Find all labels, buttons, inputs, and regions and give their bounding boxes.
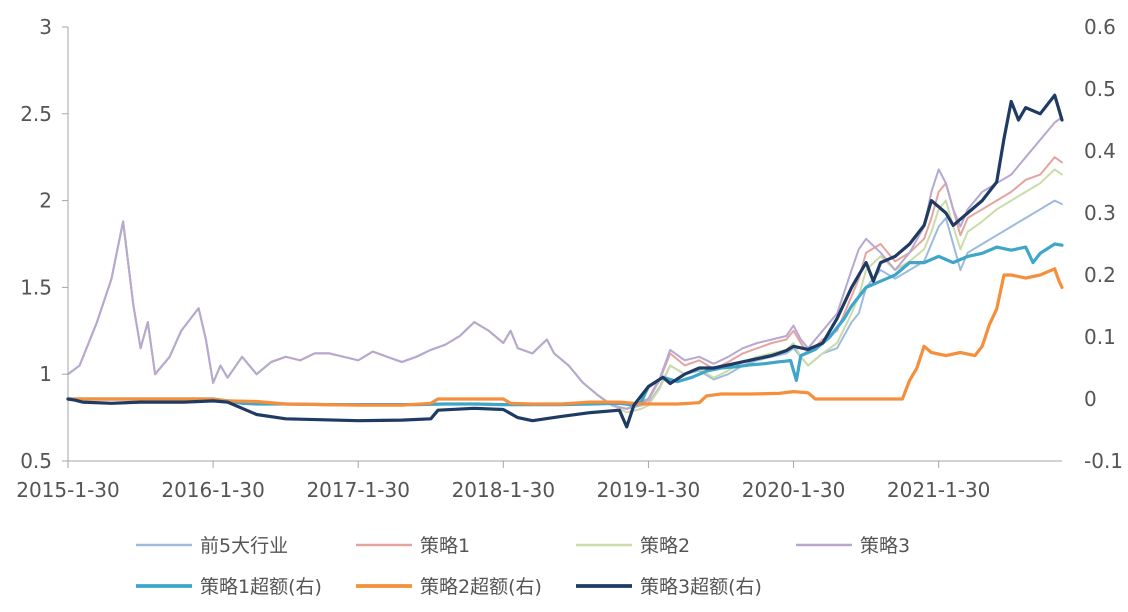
legend-item: 策略3	[796, 535, 910, 557]
x-tick-label: 2019-1-30	[597, 478, 701, 502]
x-tick-label: 2016-1-30	[161, 478, 265, 502]
legend-label: 策略1超额(右)	[200, 576, 322, 598]
tick-labels-group: 0.5 1 1.5 2 2.5 3 -0.1 0 0.1 0.2 0.3 0.4 0.5 0.6 2015-…	[16, 15, 1123, 502]
x-tick-label: 2015-1-30	[16, 478, 120, 502]
series-line-4	[67, 116, 1063, 410]
y-right-tick-label: -0.1	[1084, 449, 1123, 473]
legend-label: 策略3超额(右)	[640, 576, 762, 598]
x-tick-label: 2018-1-30	[452, 478, 556, 502]
y-left-tick-label: 2.5	[20, 102, 52, 126]
series-line-7	[66, 93, 1064, 429]
y-right-tick-label: 0.3	[1084, 201, 1116, 225]
x-tick-label: 2017-1-30	[306, 478, 410, 502]
series-line-6	[66, 267, 1064, 407]
axes-group	[67, 27, 1062, 462]
legend-item: 策略2	[576, 535, 690, 557]
y-left-tick-label: 2	[39, 189, 52, 213]
legend-item: 策略2超额(右)	[356, 576, 542, 598]
legend-label: 策略1	[420, 535, 470, 557]
y-right-tick-label: 0.5	[1084, 77, 1116, 101]
legend-label: 策略2超额(右)	[420, 576, 542, 598]
y-left-tick-label: 0.5	[20, 449, 52, 473]
x-tick-label: 2020-1-30	[742, 478, 846, 502]
y-right-tick-label: 0.2	[1084, 263, 1116, 287]
legend-item: 策略3超额(右)	[576, 576, 762, 598]
y-right-tick-label: 0.1	[1084, 325, 1116, 349]
legend: 前5大行业 策略1 策略2 策略3 策略1超额(右) 策略2超额(右) 策略3超额(右)	[136, 535, 910, 598]
y-left-tick-label: 1	[39, 362, 52, 386]
legend-item: 策略1	[356, 535, 470, 557]
y-right-tick-label: 0	[1084, 387, 1097, 411]
y-left-tick-label: 1.5	[20, 275, 52, 299]
legend-label: 策略3	[860, 535, 910, 557]
series-group	[66, 93, 1064, 429]
legend-label: 前5大行业	[200, 535, 288, 557]
y-right-tick-label: 0.4	[1084, 139, 1116, 163]
y-left-tick-label: 3	[39, 15, 52, 39]
legend-item: 前5大行业	[136, 535, 288, 557]
x-tick-label: 2021-1-30	[887, 478, 991, 502]
legend-item: 策略1超额(右)	[136, 576, 322, 598]
legend-label: 策略2	[640, 535, 690, 557]
y-right-tick-label: 0.6	[1084, 15, 1116, 39]
